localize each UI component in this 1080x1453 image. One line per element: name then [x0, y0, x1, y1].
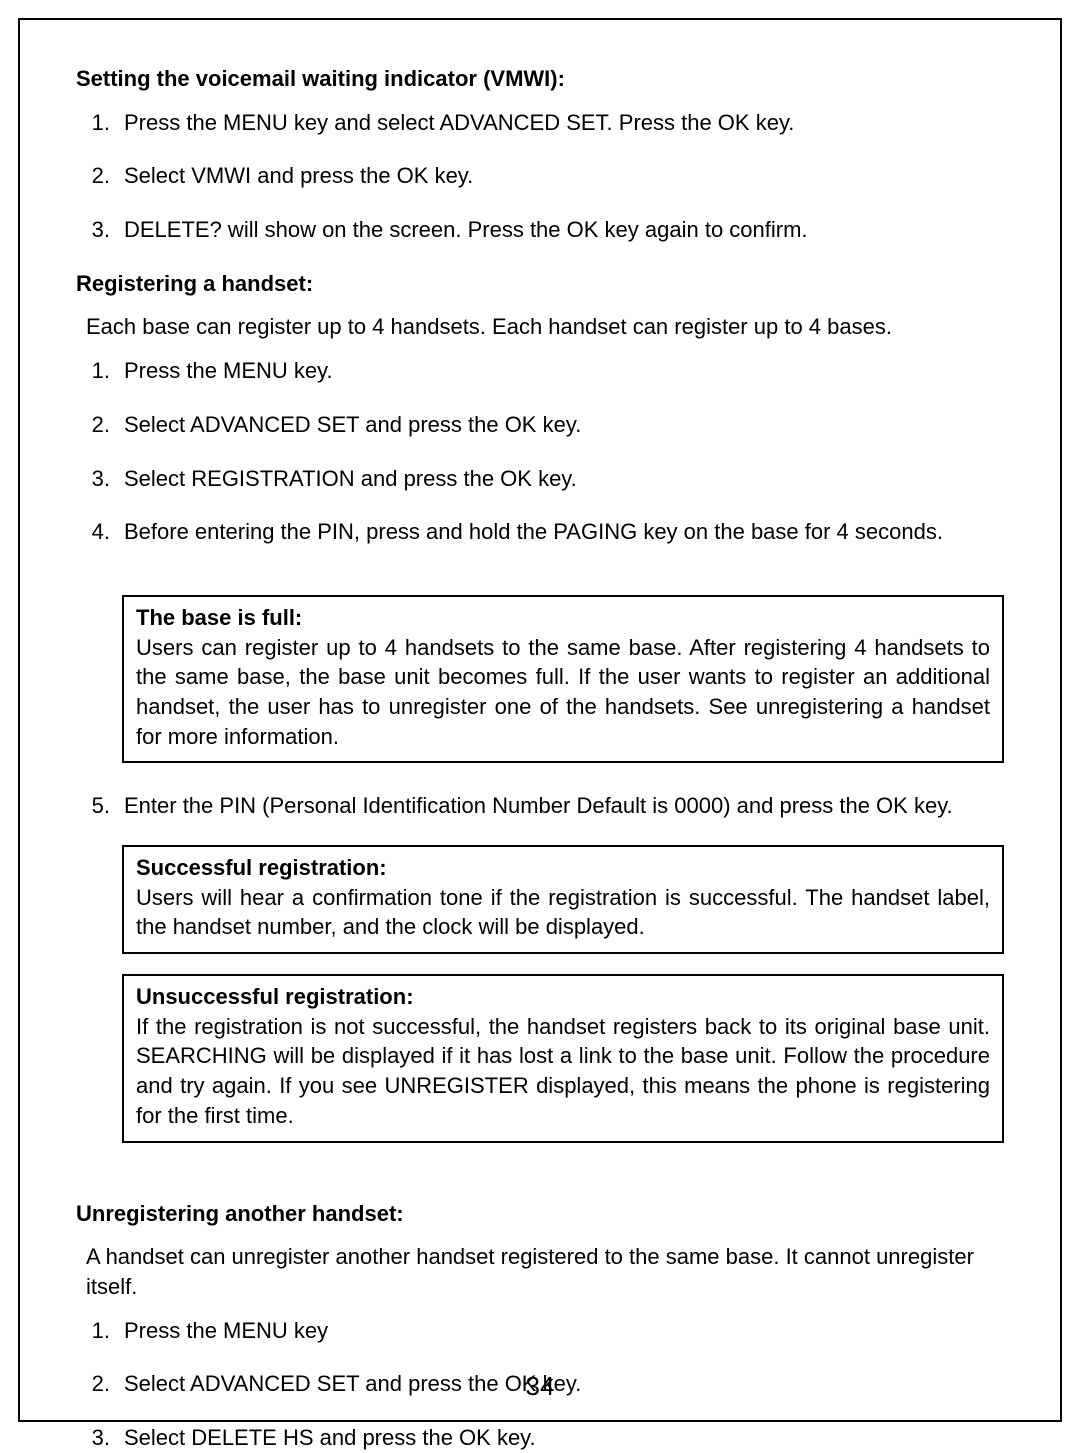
- note-title: Unsuccessful registration:: [136, 982, 990, 1012]
- step-text: DELETE? will show on the screen. Press t…: [124, 215, 1004, 245]
- step-number: 4.: [90, 517, 124, 547]
- section-heading-registering: Registering a handset:: [76, 269, 1004, 299]
- page-number: 34: [20, 1371, 1060, 1402]
- step-item: 2.Select VMWI and press the OK key.: [76, 161, 1004, 191]
- step-item: 1.Press the MENU key.: [76, 356, 1004, 386]
- step-text: Press the MENU key: [124, 1316, 1004, 1346]
- step-text: Before entering the PIN, press and hold …: [124, 517, 1004, 547]
- step-text: Press the MENU key.: [124, 356, 1004, 386]
- section-heading-unregistering: Unregistering another handset:: [76, 1199, 1004, 1229]
- note-body: Users can register up to 4 handsets to t…: [136, 635, 990, 749]
- step-number: 2.: [90, 410, 124, 440]
- note-body: Users will hear a confirmation tone if t…: [136, 885, 990, 940]
- step-text: Enter the PIN (Personal Identification N…: [124, 791, 1004, 821]
- step-number: 1.: [90, 1316, 124, 1346]
- section-intro-registering: Each base can register up to 4 handsets.…: [86, 312, 1004, 342]
- steps-vmwi: 1.Press the MENU key and select ADVANCED…: [76, 108, 1004, 245]
- step-text: Select DELETE HS and press the OK key.: [124, 1423, 1004, 1453]
- step-item: 3.DELETE? will show on the screen. Press…: [76, 215, 1004, 245]
- note-successful: Successful registration: Users will hear…: [122, 845, 1004, 954]
- step-item: 3.Select DELETE HS and press the OK key.: [76, 1423, 1004, 1453]
- steps-registering-part1: 1.Press the MENU key. 2.Select ADVANCED …: [76, 356, 1004, 547]
- step-item: 4.Before entering the PIN, press and hol…: [76, 517, 1004, 547]
- steps-registering-part2: 5.Enter the PIN (Personal Identification…: [76, 791, 1004, 821]
- step-text: Select ADVANCED SET and press the OK key…: [124, 410, 1004, 440]
- step-item: 1.Press the MENU key and select ADVANCED…: [76, 108, 1004, 138]
- step-text: Select VMWI and press the OK key.: [124, 161, 1004, 191]
- step-item: 3.Select REGISTRATION and press the OK k…: [76, 464, 1004, 494]
- step-number: 3.: [90, 464, 124, 494]
- step-number: 1.: [90, 356, 124, 386]
- section-heading-vmwi: Setting the voicemail waiting indicator …: [76, 64, 1004, 94]
- step-number: 1.: [90, 108, 124, 138]
- step-item: 5.Enter the PIN (Personal Identification…: [76, 791, 1004, 821]
- note-unsuccessful: Unsuccessful registration: If the regist…: [122, 974, 1004, 1142]
- page-content: Setting the voicemail waiting indicator …: [76, 64, 1004, 1453]
- step-number: 2.: [90, 161, 124, 191]
- manual-page: Setting the voicemail waiting indicator …: [0, 0, 1080, 1440]
- step-number: 3.: [90, 1423, 124, 1453]
- step-item: 1.Press the MENU key: [76, 1316, 1004, 1346]
- page-frame: Setting the voicemail waiting indicator …: [18, 18, 1062, 1422]
- note-title: The base is full:: [136, 603, 990, 633]
- note-base-full: The base is full: Users can register up …: [122, 595, 1004, 763]
- step-text: Press the MENU key and select ADVANCED S…: [124, 108, 1004, 138]
- step-number: 5.: [90, 791, 124, 821]
- step-text: Select REGISTRATION and press the OK key…: [124, 464, 1004, 494]
- note-body: If the registration is not successful, t…: [136, 1014, 990, 1128]
- step-number: 3.: [90, 215, 124, 245]
- note-title: Successful registration:: [136, 853, 990, 883]
- step-item: 2.Select ADVANCED SET and press the OK k…: [76, 410, 1004, 440]
- section-intro-unregistering: A handset can unregister another handset…: [86, 1242, 1004, 1301]
